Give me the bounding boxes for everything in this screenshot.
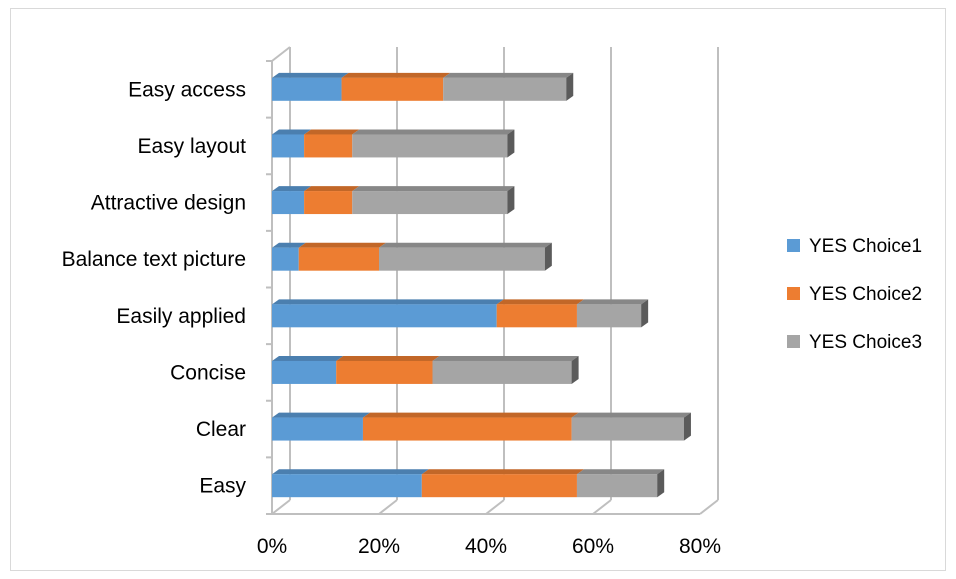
bar-top-face [272,242,306,248]
legend-swatch [787,335,800,348]
category-label: Attractive design [91,192,246,215]
x-tick-label: 80% [679,535,721,558]
category-label: Easy layout [137,135,246,158]
bar-top-face [576,469,665,475]
bar-segment [496,304,577,328]
bar-segment [352,134,508,158]
bar-top-face [272,469,429,475]
floor-gridline [271,499,291,515]
floor-gridline [485,499,505,515]
bar-segment [341,77,444,101]
bar-segment [352,191,508,215]
legend-label: YES Choice3 [809,332,922,353]
legend-label: YES Choice2 [809,284,922,305]
legend-swatch [787,239,800,252]
bar-segment [421,474,577,498]
bar-group [272,469,665,498]
bar-segment [298,247,379,271]
bar-segment [304,191,353,215]
bar-group [272,129,515,158]
bar-end-face [544,242,552,271]
bar-group [272,72,574,101]
floor-gridline [378,499,398,515]
bar-top-face [443,72,574,78]
bar-segment [571,417,684,441]
bar-group [272,412,691,441]
bar-end-face [641,299,649,328]
bar-top-face [571,412,691,418]
legend: YES Choice1 YES Choice2 YES Choice3 [787,236,922,353]
floor-gridline [699,499,719,515]
legend-item: YES Choice1 [787,236,922,257]
bar-end-face [566,72,574,101]
wall-edge-top [271,46,291,62]
bar-segment [272,417,363,441]
category-label: Easily applied [116,305,246,328]
bar-segment [272,474,422,498]
category-label: Easy access [128,78,246,101]
category-label: Clear [196,418,246,441]
bar-top-face [304,186,360,192]
bar-top-face [272,186,312,192]
bar-top-face [352,129,515,135]
bar-end-face [507,186,515,215]
legend-label: YES Choice1 [809,236,922,257]
x-tick-label: 0% [257,535,287,558]
bar-segment [272,134,305,158]
bar-top-face [272,72,349,78]
bar-segment [362,417,572,441]
bar-top-face [432,355,579,361]
bar-top-face [496,299,584,305]
bar-group [272,355,579,384]
bar-top-face [272,129,312,135]
bar-segment [272,304,497,328]
x-tick-label: 40% [465,535,507,558]
bar-end-face [657,469,665,498]
category-label: Easy [199,475,246,498]
bar-end-face [507,129,515,158]
x-tick-label: 60% [572,535,614,558]
bar-top-face [272,412,370,418]
bar-top-face [272,355,344,361]
bar-segment [272,191,305,215]
bar-end-face [683,412,691,441]
category-label: Concise [170,361,246,384]
bar-segment [443,77,567,101]
bars [272,72,691,498]
x-tick-label: 20% [358,535,400,558]
bar-top-face [336,355,440,361]
bar-top-face [298,242,386,248]
category-labels: Easy Clear Concise Easily applied Balance te… [62,78,247,497]
x-tick-labels: 0% 20% 40% 60% 80% [257,535,721,558]
bar-group [272,186,515,215]
bar-top-face [362,412,579,418]
bar-segment [304,134,353,158]
bar-group [272,299,649,328]
bar-segment [272,360,337,384]
bar-top-face [304,129,360,135]
bar-segment [576,474,658,498]
category-label: Balance text picture [62,248,246,271]
floor-gridline [592,499,612,515]
bar-group [272,242,552,271]
legend-item: YES Choice2 [787,284,922,305]
bar-segment [272,247,299,271]
bar-segment [379,247,545,271]
bar-top-face [341,72,451,78]
bar-segment [336,360,433,384]
bar-end-face [571,355,579,384]
bar-top-face [352,186,515,192]
bar-top-face [576,299,649,305]
bar-segment [576,304,642,328]
legend-swatch [787,287,800,300]
bar-segment [272,77,342,101]
bar-top-face [272,299,504,305]
legend-item: YES Choice3 [787,332,922,353]
bar-top-face [379,242,552,248]
bar-top-face [421,469,584,475]
bar-segment [432,360,572,384]
